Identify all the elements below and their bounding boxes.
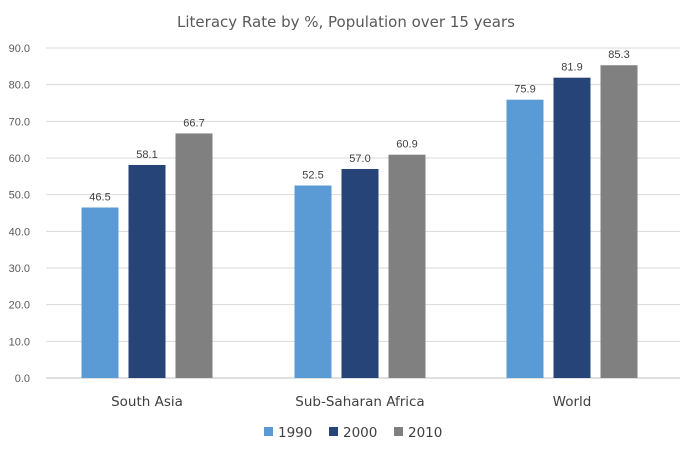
legend-label: 2010 <box>408 425 442 441</box>
y-tick-label: 0.0 <box>15 373 30 385</box>
data-label: 57.0 <box>349 153 370 165</box>
y-axis: 0.0 10.0 20.0 30.0 40.0 50.0 60.0 70.0 80.0 90.0 <box>9 43 30 385</box>
y-tick-label: 40.0 <box>9 226 30 238</box>
legend-swatch-1990 <box>264 427 273 436</box>
legend: 1990 2000 2010 <box>264 425 442 441</box>
y-tick-label: 90.0 <box>9 43 30 55</box>
data-label: 81.9 <box>561 62 582 74</box>
bar-2000 <box>128 164 166 378</box>
legend-swatch-2010 <box>394 427 403 436</box>
data-label: 85.3 <box>608 49 629 61</box>
bar-2010 <box>388 154 426 378</box>
bar-2000 <box>553 77 591 378</box>
bar-2010 <box>600 65 638 378</box>
data-label: 58.1 <box>136 149 157 161</box>
legend-swatch-2000 <box>329 427 338 436</box>
y-tick-label: 80.0 <box>9 80 30 92</box>
data-label: 75.9 <box>514 84 535 96</box>
x-axis: South Asia Sub-Saharan Africa World <box>111 394 591 410</box>
data-label: 46.5 <box>89 192 110 204</box>
x-tick-label: Sub-Saharan Africa <box>295 394 424 410</box>
bars <box>81 65 638 378</box>
y-tick-label: 20.0 <box>9 300 30 312</box>
data-label: 60.9 <box>396 139 417 151</box>
bar-1990 <box>506 99 544 378</box>
data-label: 52.5 <box>302 170 323 182</box>
y-tick-label: 70.0 <box>9 116 30 128</box>
chart-title: Literacy Rate by %, Population over 15 y… <box>177 13 515 31</box>
x-tick-label: World <box>553 394 592 410</box>
bar-1990 <box>294 185 332 378</box>
data-label: 66.7 <box>183 117 204 129</box>
legend-label: 2000 <box>343 425 377 441</box>
y-tick-label: 50.0 <box>9 190 30 202</box>
y-tick-label: 60.0 <box>9 153 30 165</box>
legend-label: 1990 <box>278 425 312 441</box>
bar-1990 <box>81 207 119 378</box>
data-labels: 46.5 58.1 66.7 52.5 57.0 60.9 75.9 81.9 85.3 <box>89 49 629 203</box>
bar-2010 <box>175 133 213 378</box>
y-tick-label: 30.0 <box>9 263 30 275</box>
x-tick-label: South Asia <box>111 394 183 410</box>
bar-2000 <box>341 169 379 378</box>
y-tick-label: 10.0 <box>9 336 30 348</box>
